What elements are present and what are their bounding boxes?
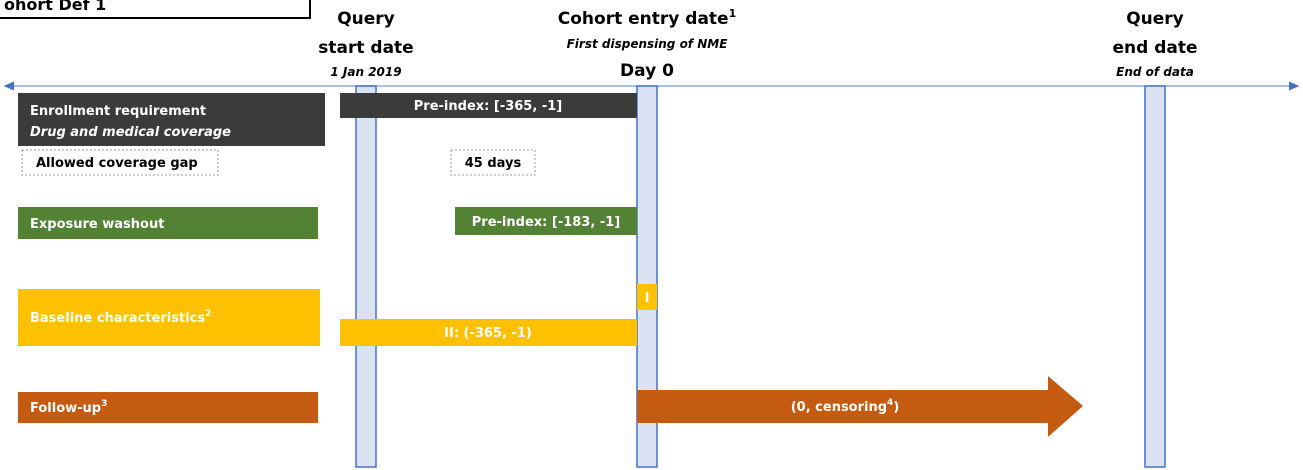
window-box — [450, 149, 536, 176]
row-label-box — [18, 289, 320, 346]
marker-label-text: Cohort entry date — [558, 9, 729, 29]
window-bar — [340, 93, 637, 118]
row-label-text: Baseline characteristics — [30, 311, 205, 326]
marker-label: Cohort entry date1 — [558, 7, 736, 29]
superscript: 4 — [887, 398, 893, 408]
window-label-text: (0, censoring — [791, 400, 887, 415]
window-bar — [637, 284, 657, 310]
marker-label: end date — [1112, 38, 1197, 58]
superscript: 3 — [101, 399, 107, 409]
follow-up-arrow — [637, 376, 1083, 437]
title: ohort Def 1 — [4, 0, 106, 14]
row-label-box — [18, 207, 318, 239]
marker-label: Day 0 — [620, 61, 674, 81]
superscript: 2 — [205, 309, 211, 319]
window-label: (0, censoring4) — [791, 398, 900, 415]
window-label: Pre-index: [-365, -1] — [414, 99, 562, 114]
row-label-text: Follow-up — [30, 401, 101, 416]
marker-bar — [636, 85, 658, 468]
marker-note: End of data — [1116, 65, 1194, 79]
window-label: 45 days — [465, 156, 522, 171]
window-label: II: (-365, -1) — [444, 326, 532, 341]
marker-note: 1 Jan 2019 — [330, 65, 401, 79]
row-label: Follow-up3 — [30, 399, 107, 416]
title-box — [0, 0, 311, 19]
row-label: Allowed coverage gap — [36, 156, 198, 171]
window-label: Pre-index: [-183, -1] — [472, 215, 620, 230]
marker-bar — [355, 85, 377, 468]
row-label: Enrollment requirement — [30, 104, 206, 119]
window-label-end: ) — [893, 400, 899, 415]
marker-label: start date — [318, 38, 413, 58]
marker-note: First dispensing of NME — [567, 37, 729, 51]
row-label-box — [21, 149, 219, 176]
superscript: 1 — [729, 7, 737, 20]
window-bar — [340, 319, 637, 346]
window-label: I — [645, 291, 650, 306]
row-label: Exposure washout — [30, 217, 164, 232]
row-label-box — [18, 93, 325, 146]
row-label-box — [18, 392, 318, 423]
marker-label: Query — [337, 9, 395, 29]
marker-bar — [1144, 85, 1166, 468]
marker-label: Query — [1126, 9, 1184, 29]
row-sublabel: Drug and medical coverage — [30, 125, 231, 140]
window-bar — [455, 207, 637, 235]
row-label: Baseline characteristics2 — [30, 309, 211, 326]
